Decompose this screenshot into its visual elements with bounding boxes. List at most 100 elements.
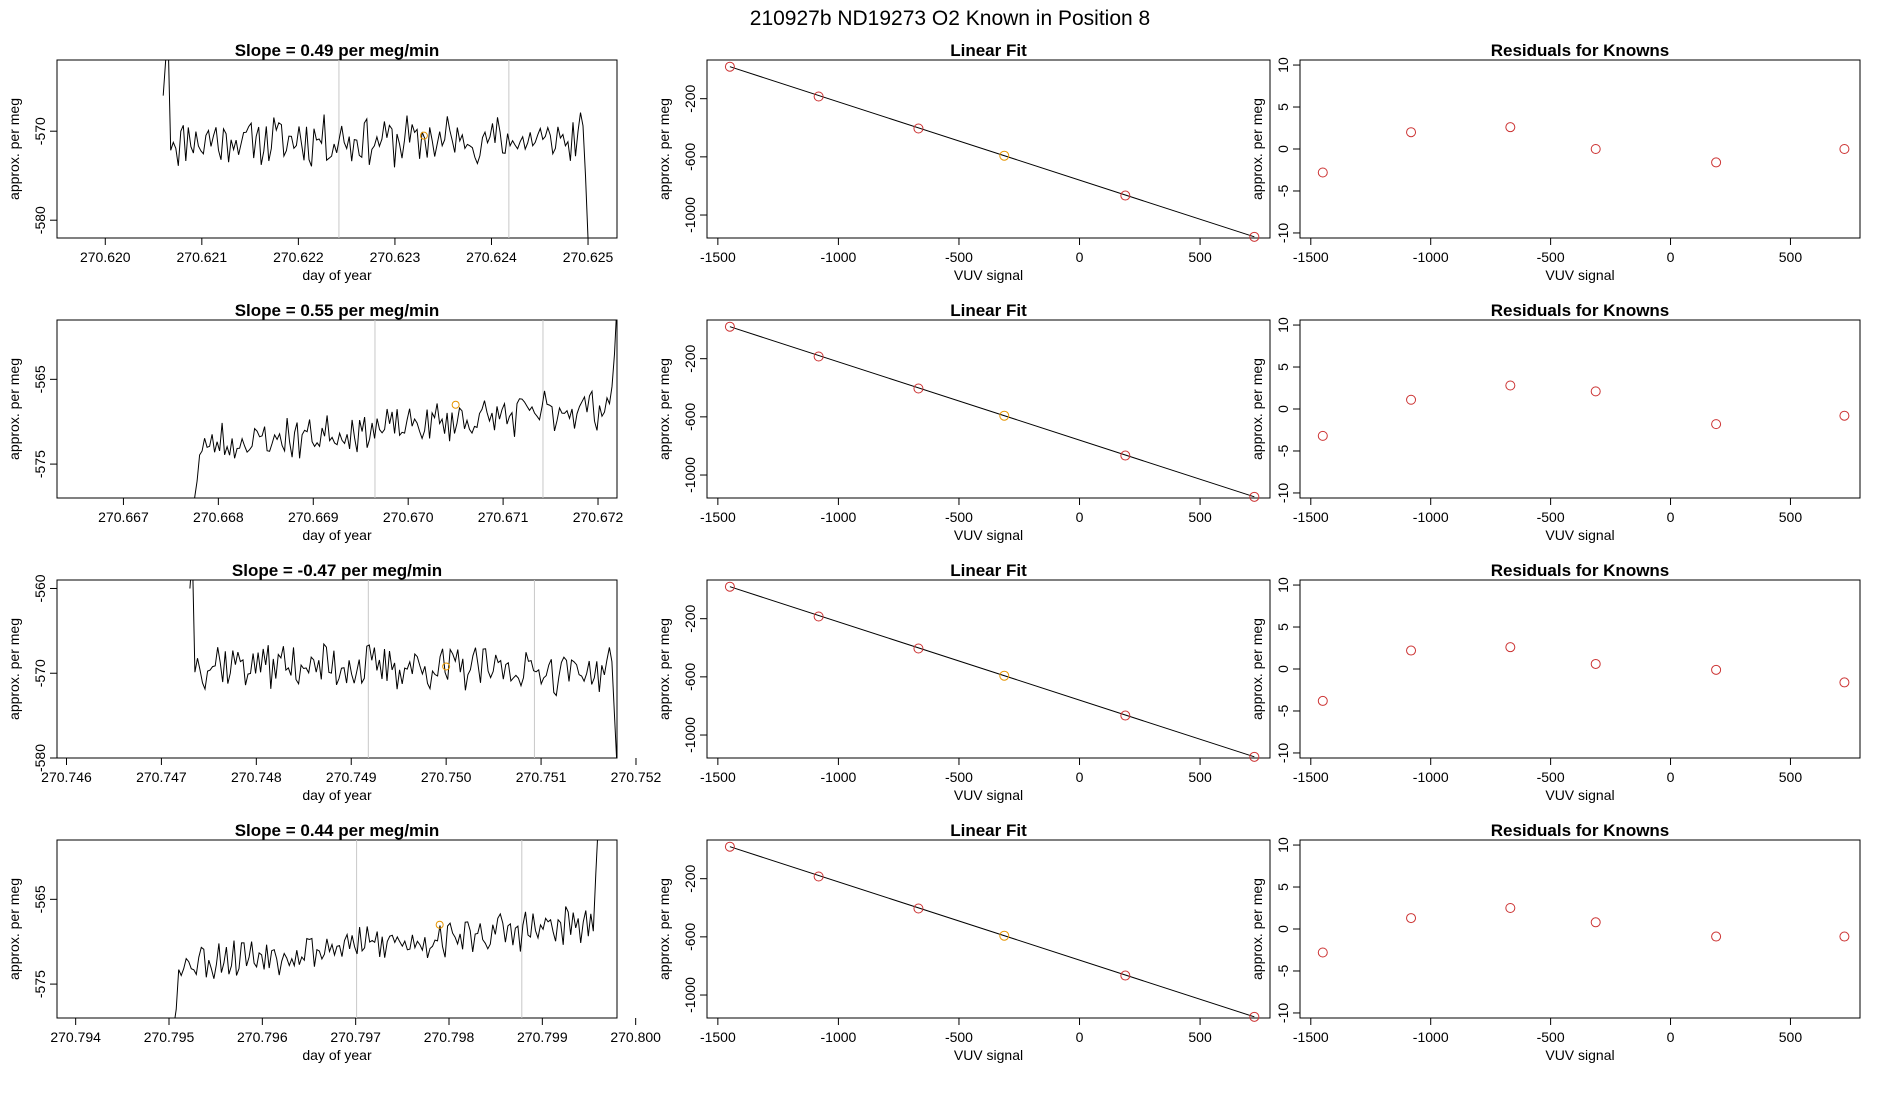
y-tick-label: -10 xyxy=(1275,743,1291,763)
x-tick-label: -1500 xyxy=(1293,1029,1329,1045)
plot-frame xyxy=(1299,579,1861,759)
y-tick-label: -10 xyxy=(1275,1003,1291,1023)
y-tick-label: -5 xyxy=(1275,445,1291,458)
data-point xyxy=(1505,122,1516,133)
y-axis-label: approx. per meg xyxy=(656,358,672,460)
data-point xyxy=(913,123,924,134)
plot-frame xyxy=(706,59,1271,239)
y-tick-label: 10 xyxy=(1275,317,1291,333)
x-tick-label: -1000 xyxy=(821,769,857,785)
x-axis-label: day of year xyxy=(302,527,372,543)
x-tick-label: 270.672 xyxy=(573,509,624,525)
data-point xyxy=(1839,144,1850,154)
y-tick-label: 5 xyxy=(1275,363,1291,371)
chart-panel: Slope = 0.49 per meg/min 270.620 270.621 27… xyxy=(6,41,618,283)
panel-title: Linear Fit xyxy=(950,821,1027,840)
x-tick-label: -500 xyxy=(945,1029,973,1045)
data-point xyxy=(1249,751,1260,762)
x-tick-label: -500 xyxy=(1537,1029,1565,1045)
x-tick-label: -1000 xyxy=(1413,509,1449,525)
y-axis-label: approx. per meg xyxy=(1249,878,1265,980)
panel-title: Slope = 0.49 per meg/min xyxy=(235,41,440,60)
plot-frame xyxy=(706,579,1271,759)
x-tick-label: 500 xyxy=(1188,509,1212,525)
x-tick-label: 500 xyxy=(1779,249,1803,265)
data-point xyxy=(913,643,924,654)
highlight-point xyxy=(435,920,444,929)
y-axis-label: approx. per meg xyxy=(1249,98,1265,200)
y-tick-label: -575 xyxy=(32,970,48,998)
data-point xyxy=(1406,394,1417,405)
x-axis-label: VUV signal xyxy=(954,1047,1023,1063)
x-axis-label: VUV signal xyxy=(1545,527,1614,543)
x-tick-label: 270.622 xyxy=(273,249,324,265)
y-tick-label: -600 xyxy=(682,663,698,691)
chart-panel: Residuals for Knowns -1500 -1000 -500 0 500 VU… xyxy=(1249,301,1861,543)
chart-panel: Slope = 0.55 per meg/min 270.667 270.668 27… xyxy=(6,301,624,543)
x-tick-label: -1500 xyxy=(700,769,736,785)
y-tick-label: -600 xyxy=(682,403,698,431)
x-tick-label: -1000 xyxy=(1413,1029,1449,1045)
x-tick-label: 500 xyxy=(1779,509,1803,525)
data-point xyxy=(1249,231,1260,242)
y-tick-label: -10 xyxy=(1275,483,1291,503)
y-tick-label: 5 xyxy=(1275,883,1291,891)
x-tick-label: 270.749 xyxy=(326,769,377,785)
plot-area xyxy=(162,60,589,238)
x-axis-label: day of year xyxy=(302,1047,372,1063)
plot-area xyxy=(174,840,598,1018)
data-point xyxy=(1839,931,1850,942)
x-tick-label: 270.670 xyxy=(383,509,434,525)
plot-area xyxy=(189,580,617,758)
x-tick-label: 0 xyxy=(1667,1029,1675,1045)
x-tick-label: 270.621 xyxy=(177,249,228,265)
data-point xyxy=(999,930,1010,941)
x-tick-label: -1000 xyxy=(1413,249,1449,265)
x-tick-label: 270.623 xyxy=(370,249,421,265)
plot-frame xyxy=(56,839,618,1019)
x-tick-label: 270.624 xyxy=(466,249,517,265)
plot-frame xyxy=(706,319,1271,499)
data-point xyxy=(1249,491,1260,502)
y-axis-label: approx. per meg xyxy=(656,98,672,200)
x-tick-label: 270.747 xyxy=(136,769,187,785)
x-tick-label: 500 xyxy=(1188,769,1212,785)
y-tick-label: -5 xyxy=(1275,185,1291,198)
data-point xyxy=(1249,1011,1260,1022)
y-tick-label: 0 xyxy=(1275,665,1291,673)
signal-trace xyxy=(174,840,598,1018)
x-axis-label: VUV signal xyxy=(954,527,1023,543)
data-point xyxy=(1505,642,1516,653)
x-tick-label: -1000 xyxy=(821,1029,857,1045)
panel-title: Linear Fit xyxy=(950,301,1027,320)
data-point xyxy=(1590,917,1601,928)
x-tick-label: 270.748 xyxy=(231,769,282,785)
data-point xyxy=(1711,664,1722,675)
y-axis-label: approx. per meg xyxy=(6,878,22,980)
y-axis-label: approx. per meg xyxy=(656,878,672,980)
data-point xyxy=(1839,410,1850,421)
y-axis-label: approx. per meg xyxy=(6,358,22,460)
fit-line xyxy=(729,66,1255,238)
y-tick-label: -10 xyxy=(1275,223,1291,243)
signal-trace xyxy=(162,60,589,238)
x-tick-label: 0 xyxy=(1667,769,1675,785)
x-tick-label: -1500 xyxy=(1293,769,1329,785)
x-tick-label: 270.668 xyxy=(193,509,244,525)
panel-title: Linear Fit xyxy=(950,561,1027,580)
highlight-point xyxy=(451,400,460,409)
data-point xyxy=(1406,127,1417,138)
y-axis-label: approx. per meg xyxy=(1249,618,1265,720)
y-tick-label: -5 xyxy=(1275,965,1291,978)
plot-frame xyxy=(1299,319,1861,499)
data-point xyxy=(1406,645,1417,656)
panel-title: Slope = 0.44 per meg/min xyxy=(235,821,440,840)
x-tick-label: 500 xyxy=(1188,1029,1212,1045)
x-tick-label: -500 xyxy=(945,509,973,525)
x-tick-label: 500 xyxy=(1188,249,1212,265)
y-tick-label: -1000 xyxy=(682,197,698,233)
x-tick-label: -1000 xyxy=(821,249,857,265)
data-point xyxy=(1711,931,1722,942)
